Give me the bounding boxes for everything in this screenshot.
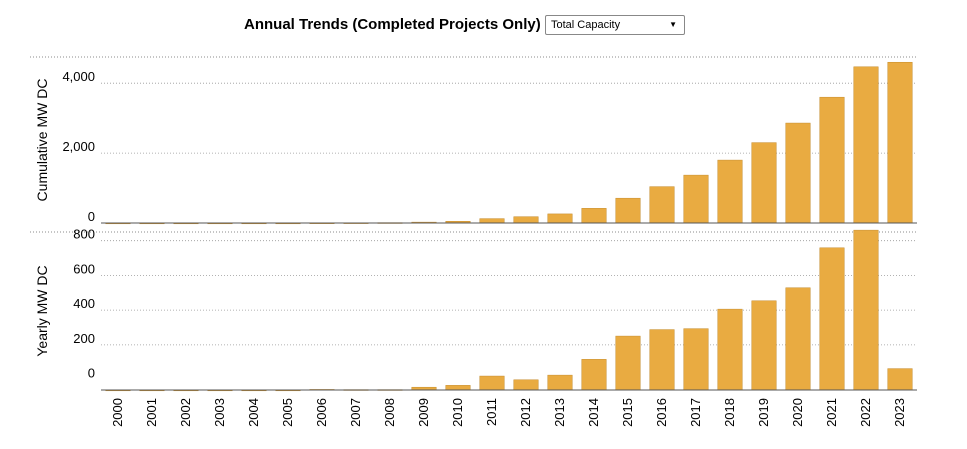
x-tick-label: 2018 (722, 398, 737, 427)
bar-2021[interactable] (819, 96, 845, 224)
x-tick-label: 2007 (348, 398, 363, 427)
bar-2011[interactable] (479, 218, 505, 224)
bar-2020[interactable] (785, 287, 811, 391)
x-tick-label: 2000 (110, 398, 125, 427)
x-tick-label: 2012 (518, 398, 533, 427)
x-tick-label: 2016 (654, 398, 669, 427)
x-tick-label: 2015 (620, 398, 635, 427)
bar-2013[interactable] (547, 374, 573, 391)
metric-dropdown-value: Total Capacity (551, 19, 621, 31)
x-tick-label: 2013 (552, 398, 567, 427)
bar-2011[interactable] (479, 375, 505, 391)
bar-2019[interactable] (751, 300, 777, 391)
y-tick-label: 200 (73, 331, 95, 346)
x-tick-label: 2019 (756, 398, 771, 427)
bar-2014[interactable] (581, 208, 607, 224)
y-tick-label: 600 (73, 261, 95, 276)
chart-panel-yearly: 0 200 400 600 800 Yearly MW DC (30, 227, 917, 392)
bar-2017[interactable] (683, 328, 709, 391)
y-tick-label: 400 (73, 296, 95, 311)
x-tick-label: 2008 (382, 398, 397, 427)
bar-2012[interactable] (513, 379, 539, 391)
y-tick-label: 2,000 (62, 139, 95, 154)
x-tick-label: 2006 (314, 398, 329, 427)
y-axis-label: Cumulative MW DC (34, 79, 50, 202)
bar-2016[interactable] (649, 329, 675, 391)
bar-2012[interactable] (513, 216, 539, 224)
bar-2018[interactable] (717, 308, 743, 391)
x-tick-label: 2014 (586, 398, 601, 427)
header: Annual Trends (Completed Projects Only) … (0, 14, 967, 38)
bar-2013[interactable] (547, 213, 573, 224)
x-tick-label: 2021 (824, 398, 839, 427)
bar-2023[interactable] (887, 61, 913, 224)
bar-2015[interactable] (615, 335, 641, 391)
metric-dropdown[interactable]: Total Capacity ▼ (545, 15, 685, 35)
bar-2019[interactable] (751, 142, 777, 224)
bar-2023[interactable] (887, 368, 913, 391)
y-tick-label: 4,000 (62, 69, 95, 84)
bar-2020[interactable] (785, 122, 811, 224)
x-tick-label: 2022 (858, 398, 873, 427)
x-axis-labels: 2000 2001 2002 2003 2004 2005 2006 2007 2008 2009… (110, 398, 907, 427)
x-tick-label: 2003 (212, 398, 227, 427)
bar-2021[interactable] (819, 247, 845, 391)
x-tick-label: 2002 (178, 398, 193, 427)
bar-2015[interactable] (615, 197, 641, 224)
chart-title: Annual Trends (Completed Projects Only) (244, 16, 541, 33)
y-axis-label: Yearly MW DC (34, 265, 50, 356)
x-tick-label: 2005 (280, 398, 295, 427)
bar-2022[interactable] (853, 66, 879, 224)
x-tick-label: 2001 (144, 398, 159, 427)
bar-2018[interactable] (717, 159, 743, 224)
chart-panel-cumulative: 0 2,000 4,000 Cumulative MW DC (30, 56, 917, 225)
x-tick-label: 2009 (416, 398, 431, 427)
x-tick-label: 2011 (484, 398, 499, 426)
bar-2010[interactable] (445, 385, 471, 391)
caret-down-icon: ▼ (669, 20, 677, 29)
x-tick-label: 2020 (790, 398, 805, 427)
bar-2016[interactable] (649, 186, 675, 224)
x-tick-label: 2017 (688, 398, 703, 427)
y-tick-label: 800 (73, 227, 95, 242)
bar-2022[interactable] (853, 229, 879, 391)
x-tick-label: 2010 (450, 398, 465, 427)
bar-2014[interactable] (581, 359, 607, 391)
x-tick-label: 2004 (246, 398, 261, 427)
bar-2017[interactable] (683, 174, 709, 224)
y-tick-label: 0 (88, 209, 95, 224)
y-tick-label: 0 (88, 366, 95, 381)
x-tick-label: 2023 (892, 398, 907, 427)
